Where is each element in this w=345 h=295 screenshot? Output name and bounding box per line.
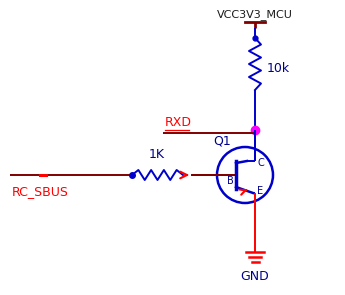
Text: VCC3V3_MCU: VCC3V3_MCU bbox=[217, 9, 293, 20]
Text: RC_SBUS: RC_SBUS bbox=[12, 185, 69, 198]
Text: 10k: 10k bbox=[267, 63, 290, 76]
Text: Q1: Q1 bbox=[213, 135, 231, 148]
Text: C: C bbox=[257, 158, 264, 168]
Text: E: E bbox=[257, 186, 263, 196]
Text: B: B bbox=[227, 176, 234, 186]
Text: GND: GND bbox=[240, 270, 269, 283]
Text: RXD: RXD bbox=[165, 116, 192, 129]
Text: 1K: 1K bbox=[149, 148, 165, 161]
